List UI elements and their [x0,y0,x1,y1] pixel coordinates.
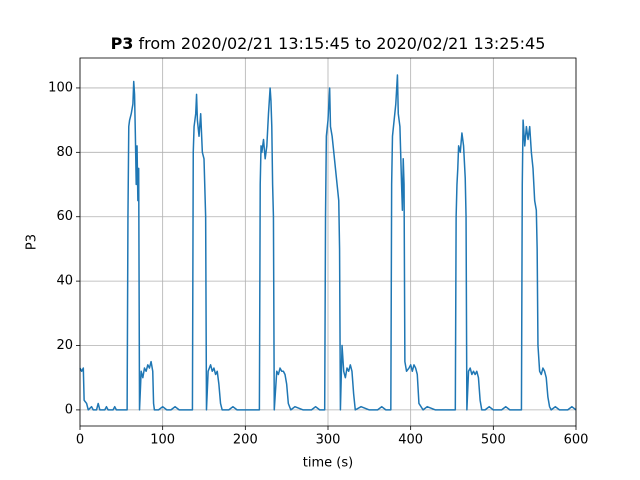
x-tick-label: 200 [233,433,258,448]
y-tick-label: 80 [56,145,73,160]
y-tick-label: 60 [56,209,73,224]
x-tick-label: 300 [316,433,341,448]
x-tick-label: 400 [398,433,423,448]
y-tick-label: 20 [56,338,73,353]
x-axis-label: time (s) [303,456,353,471]
x-tick-label: 600 [564,433,589,448]
title-rest: from 2020/02/21 13:15:45 to 2020/02/21 1… [139,34,546,53]
y-tick-label: 100 [48,80,73,95]
x-tick-label: 100 [150,433,175,448]
x-tick-label: 0 [76,433,84,448]
chart-title: P3 from 2020/02/21 13:15:45 to 2020/02/2… [111,34,546,53]
x-tick-label: 500 [481,433,506,448]
y-tick-label: 40 [56,274,73,289]
y-axis-label: P3 [25,234,40,250]
y-tick-label: 0 [65,402,73,417]
data-line [79,74,577,411]
plot-frame [79,57,577,427]
title-bold: P3 [111,34,134,53]
